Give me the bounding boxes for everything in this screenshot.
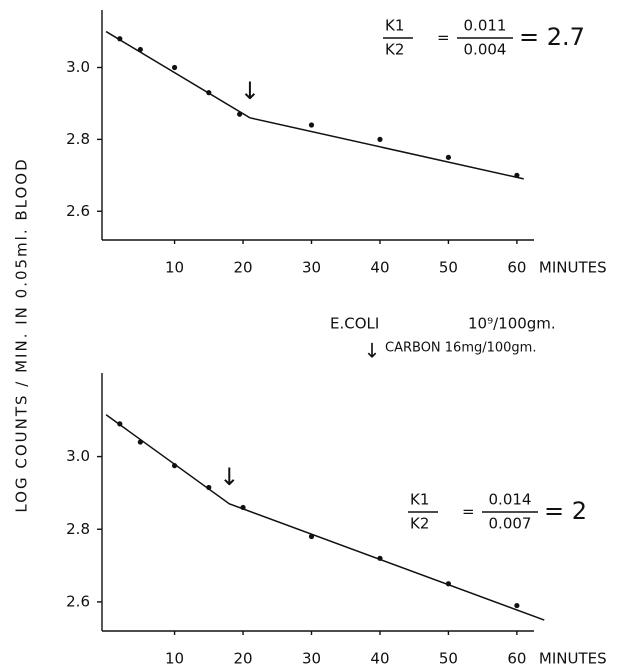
y-tick-label: 3.0 xyxy=(66,58,90,76)
x-tick-label: 20 xyxy=(233,650,252,668)
y-tick-label: 2.8 xyxy=(66,520,90,538)
data-point xyxy=(514,602,520,609)
ratio-denominator: 0.004 xyxy=(464,41,507,59)
x-tick-label: 60 xyxy=(507,259,526,277)
x-tick-label: 30 xyxy=(302,259,321,277)
ratio-result: = 2.7 xyxy=(519,23,585,51)
x-tick-label: 50 xyxy=(439,259,458,277)
fit-line xyxy=(105,30,524,180)
x-tick-label: 50 xyxy=(439,650,458,668)
x-tick-label: 40 xyxy=(370,650,389,668)
x-tick-label: 10 xyxy=(165,259,184,277)
ratio-k2: K2 xyxy=(385,41,404,59)
legend-label: CARBON 16mg/100gm. xyxy=(385,341,536,356)
data-point xyxy=(445,581,452,587)
data-point xyxy=(377,555,383,561)
x-tick-label: 60 xyxy=(507,650,526,668)
legend-label: E.COLI xyxy=(330,315,379,333)
data-point xyxy=(206,484,212,491)
data-point xyxy=(206,90,212,96)
data-point xyxy=(171,64,178,71)
x-tick-label: 40 xyxy=(370,259,389,277)
x-tick-label: 30 xyxy=(302,650,321,668)
ratio-k1: K1 xyxy=(385,17,404,35)
ratio-numerator: 0.011 xyxy=(464,17,507,35)
data-point xyxy=(308,122,315,128)
y-tick-label: 2.6 xyxy=(66,202,90,220)
x-axis-label: MINUTES xyxy=(539,650,607,668)
equals: = xyxy=(437,29,450,47)
ratio-numerator: 0.014 xyxy=(489,491,532,509)
data-point xyxy=(445,154,452,160)
x-tick-label: 10 xyxy=(165,650,184,668)
data-point xyxy=(237,111,243,117)
data-point xyxy=(137,439,143,445)
ratio-k1: K1 xyxy=(410,491,429,509)
ratio-k2: K2 xyxy=(410,515,429,533)
data-point xyxy=(514,172,520,178)
data-point xyxy=(240,504,246,511)
legend-label: 10⁹/100gm. xyxy=(468,315,556,333)
y-tick-label: 2.6 xyxy=(66,592,90,610)
data-point xyxy=(308,533,315,540)
equals: = xyxy=(462,503,475,521)
data-point xyxy=(117,421,123,427)
y-tick-label: 2.8 xyxy=(66,130,90,148)
ratio-denominator: 0.007 xyxy=(489,515,532,533)
ratio-result: = 2 xyxy=(544,497,587,525)
data-point xyxy=(137,46,143,53)
data-point xyxy=(171,463,178,469)
x-axis-label: MINUTES xyxy=(539,259,607,277)
arrow: ↓ xyxy=(240,77,260,105)
y-tick-label: 3.0 xyxy=(66,447,90,465)
data-point xyxy=(377,136,383,142)
arrow: ↓ xyxy=(219,463,239,491)
legend-arrow: ↓ xyxy=(364,339,381,363)
fit-line xyxy=(105,414,545,621)
y-axis-label: LOG COUNTS / MIN. IN 0.05ml. BLOOD xyxy=(13,157,31,512)
data-point xyxy=(117,36,123,42)
x-tick-label: 20 xyxy=(233,259,252,277)
